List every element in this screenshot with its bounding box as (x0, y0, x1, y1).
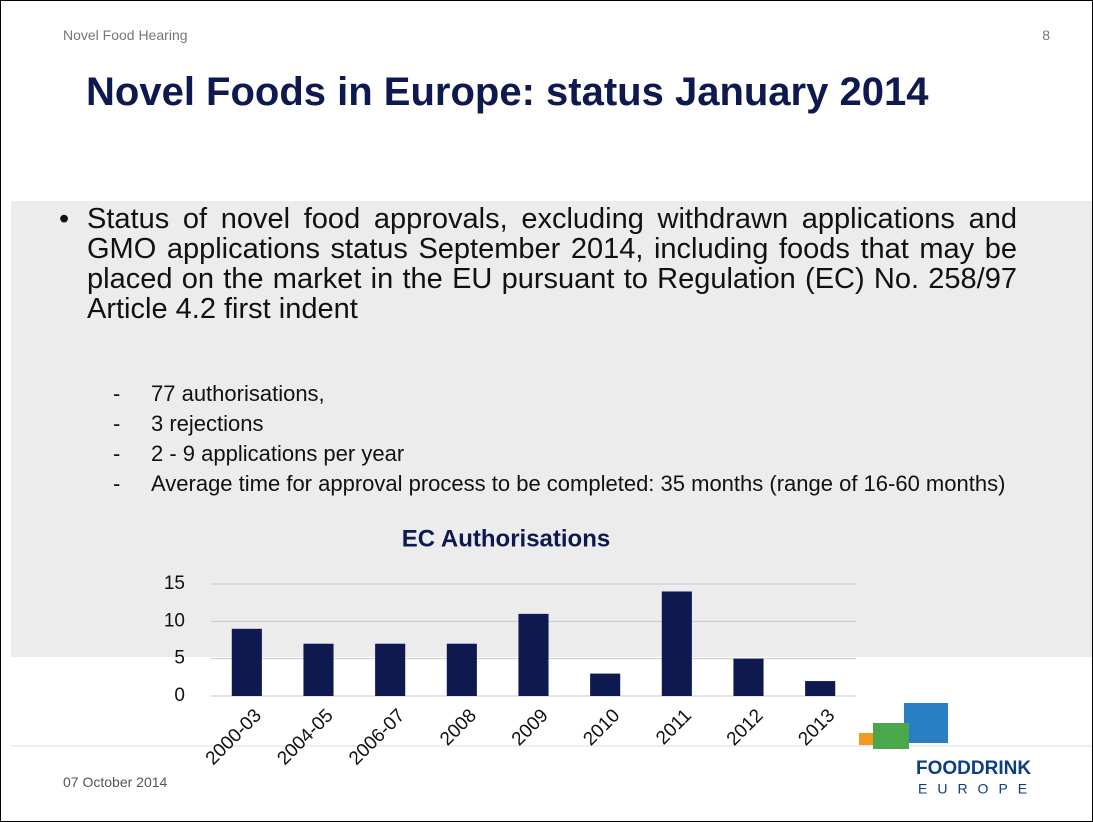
y-tick-label: 5 (174, 648, 185, 669)
x-tick-label: 2011 (652, 705, 696, 749)
x-tick-label: 2006-07 (345, 705, 409, 769)
bar (590, 673, 621, 696)
sub-bullet: - 77 authorisations, (113, 381, 1013, 407)
y-tick-label: 0 (174, 685, 185, 706)
x-tick-label: 2009 (508, 705, 553, 750)
page-number: 8 (1042, 27, 1050, 43)
logo-shape (904, 703, 948, 743)
bar (231, 628, 262, 696)
content-band (11, 201, 1092, 657)
sub-bullet-text: Average time for approval process to be … (151, 471, 1006, 496)
dash: - (113, 381, 121, 406)
bar (518, 613, 549, 696)
y-tick-label: 10 (164, 610, 185, 631)
sub-bullet-text: 2 - 9 applications per year (151, 441, 405, 466)
bar (446, 643, 477, 696)
bullet: • Status of novel food approvals, excludi… (59, 203, 1017, 325)
dash: - (113, 441, 121, 466)
x-tick-label: 2013 (795, 705, 840, 750)
y-tick-label: 15 (164, 573, 185, 594)
sub-bullet-text: 77 authorisations, (151, 381, 325, 406)
bar (805, 681, 836, 696)
x-tick-label: 2010 (580, 705, 625, 750)
bullet-text: Status of novel food approvals, excludin… (87, 203, 1017, 325)
logo-shape (873, 723, 909, 749)
sub-bullet-text: 3 rejections (151, 411, 264, 436)
bar (661, 591, 692, 696)
x-tick-label: 2000-03 (202, 705, 266, 769)
dash: - (113, 411, 121, 436)
sub-bullet: - 2 - 9 applications per year (113, 441, 1013, 467)
bar (303, 643, 334, 696)
logo-text: FOODDRINK (916, 758, 1031, 779)
logo-text: EUROPE (918, 781, 1037, 797)
sub-bullet: - 3 rejections (113, 411, 1013, 437)
slide-title: Novel Foods in Europe: status January 20… (86, 70, 929, 114)
sub-bullet: - Average time for approval process to be… (113, 471, 1013, 497)
bar (375, 643, 406, 696)
footer-date: 07 October 2014 (63, 774, 168, 790)
x-tick-label: 2008 (436, 705, 481, 750)
chart-title: EC Authorisations (402, 525, 610, 552)
bar (733, 658, 764, 696)
x-tick-label: 2004-05 (273, 705, 337, 769)
logo-shape (859, 733, 873, 745)
dash: - (113, 471, 121, 496)
x-tick-label: 2012 (723, 705, 768, 750)
header-label: Novel Food Hearing (63, 27, 188, 43)
sub-bullets: - 77 authorisations, - 3 rejections - 2 - 9 a… (113, 381, 1013, 501)
